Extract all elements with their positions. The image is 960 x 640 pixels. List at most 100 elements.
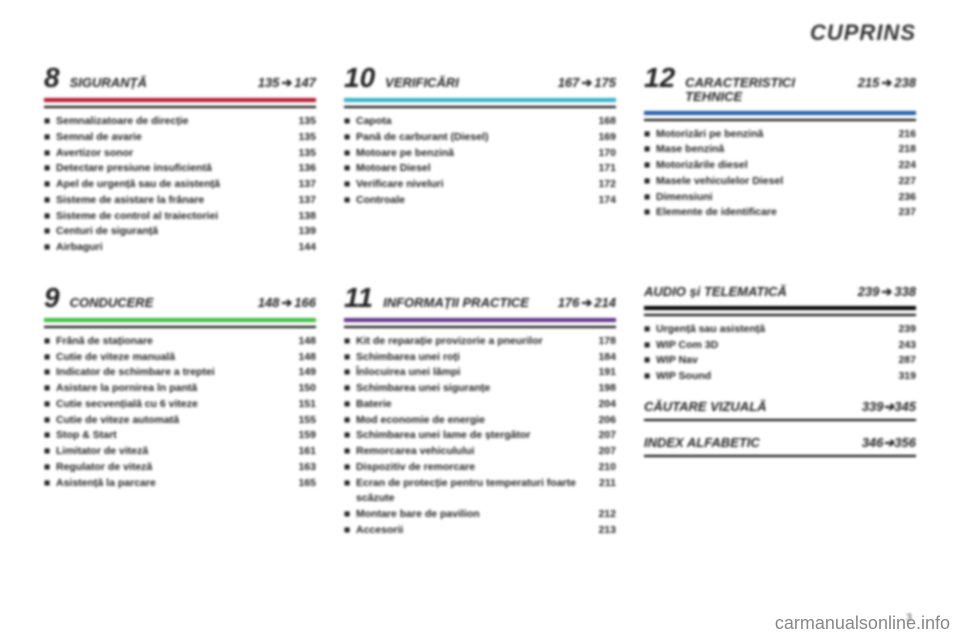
bullet-icon: ■ — [644, 158, 656, 174]
toc-item-page: 213 — [590, 523, 616, 539]
toc-item-label: Mase benzină — [656, 142, 890, 158]
bullet-icon: ■ — [44, 224, 56, 240]
toc-item-page: 287 — [890, 353, 916, 369]
toc-item-label: Limitator de viteză — [56, 444, 290, 460]
bullet-icon: ■ — [44, 365, 56, 381]
section-10: 10 VERIFICĂRI 167➔175 ■Capota168■Pană de… — [344, 64, 616, 256]
bullet-icon: ■ — [344, 114, 356, 130]
section-number: 8 — [44, 64, 60, 92]
toc-item: ■Asistență la parcare165 — [44, 476, 316, 492]
toc-item-label: Accesorii — [356, 523, 590, 539]
section-index: INDEX ALFABETIC 346➔356 — [644, 435, 916, 457]
section-range: 215➔238 — [858, 75, 916, 91]
section-title: SIGURANȚĂ — [70, 76, 248, 90]
toc-item: ■Motorizări pe benzină216 — [644, 127, 916, 143]
section-number: 11 — [344, 284, 373, 312]
section-range: 135➔147 — [258, 75, 316, 91]
bullet-icon: ■ — [644, 338, 656, 354]
section-rule — [644, 111, 916, 121]
toc-item-label: Indicator de schimbare a treptei — [56, 365, 290, 381]
section-title: CĂUTARE VIZUALĂ — [644, 400, 767, 414]
toc-item-page: 184 — [590, 350, 616, 366]
toc-item: ■Semnalizatoare de direcție135 — [44, 114, 316, 130]
toc-item: ■Asistare la pornirea în pantă150 — [44, 381, 316, 397]
bullet-icon: ■ — [44, 161, 56, 177]
section-items: ■Kit de reparație provizorie a pneurilor… — [344, 334, 616, 539]
toc-item: ■Frână de staționare148 — [44, 334, 316, 350]
toc-item-label: Controale — [356, 193, 590, 209]
toc-item-page: 169 — [590, 130, 616, 146]
toc-item-label: Înlocuirea unei lămpi — [356, 365, 590, 381]
section-number: 12 — [644, 64, 675, 92]
toc-item: ■Regulator de viteză163 — [44, 460, 316, 476]
toc-item-label: Mod economie de energie — [356, 413, 590, 429]
section-items: ■Semnalizatoare de direcție135■Semnal de… — [44, 114, 316, 256]
toc-item: ■Motoare Diesel171 — [344, 161, 616, 177]
bullet-icon: ■ — [44, 114, 56, 130]
toc-item-page: 151 — [290, 397, 316, 413]
toc-item-page: 210 — [590, 460, 616, 476]
toc-item: ■Airbaguri144 — [44, 240, 316, 256]
bullet-icon: ■ — [44, 193, 56, 209]
toc-item-page: 138 — [290, 209, 316, 225]
toc-item-label: Apel de urgență sau de asistență — [56, 177, 290, 193]
toc-item-page: 207 — [590, 428, 616, 444]
toc-item-label: Dispozitiv de remorcare — [356, 460, 590, 476]
section-title: CARACTERISTICI TEHNICE — [685, 76, 848, 105]
toc-item-label: Asistare la pornirea în pantă — [56, 381, 290, 397]
toc-item-label: Motorizări pe benzină — [656, 127, 890, 143]
watermark: carmanualsonline.info — [775, 613, 950, 634]
bullet-icon: ■ — [344, 397, 356, 413]
toc-item-label: Ecran de protecție pentru temperaturi fo… — [356, 476, 590, 508]
bullet-icon: ■ — [344, 523, 356, 539]
toc-item: ■Indicator de schimbare a treptei149 — [44, 365, 316, 381]
bullet-icon: ■ — [44, 334, 56, 350]
toc-item: ■Pană de carburant (Diesel)169 — [344, 130, 616, 146]
bullet-icon: ■ — [344, 350, 356, 366]
toc-item: ■Verificare niveluri172 — [344, 177, 616, 193]
toc-item-label: Airbaguri — [56, 240, 290, 256]
toc-item-label: WIP Sound — [656, 369, 890, 385]
bullet-icon: ■ — [344, 460, 356, 476]
section-range: 167➔175 — [558, 75, 616, 91]
toc-item-page: 211 — [590, 476, 616, 492]
toc-item-label: Detectare presiune insuficientă — [56, 161, 290, 177]
toc-item: ■WIP Nav287 — [644, 353, 916, 369]
bullet-icon: ■ — [344, 381, 356, 397]
toc-item: ■Schimbarea unei roți184 — [344, 350, 616, 366]
toc-item-label: Pană de carburant (Diesel) — [356, 130, 590, 146]
section-title: VERIFICĂRI — [385, 76, 548, 90]
toc-item: ■Sisteme de asistare la frânare137 — [44, 193, 316, 209]
bullet-icon: ■ — [44, 476, 56, 492]
toc-item-page: 191 — [590, 365, 616, 381]
section-8: 8 SIGURANȚĂ 135➔147 ■Semnalizatoare de d… — [44, 64, 316, 256]
toc-item-page: 135 — [290, 146, 316, 162]
bullet-icon: ■ — [344, 428, 356, 444]
bullet-icon: ■ — [644, 369, 656, 385]
bullet-icon: ■ — [44, 428, 56, 444]
toc-item: ■Capota168 — [344, 114, 616, 130]
toc-item-page: 227 — [890, 174, 916, 190]
toc-item-page: 170 — [590, 146, 616, 162]
section-range: 339➔345 — [862, 399, 916, 415]
toc-item-label: Capota — [356, 114, 590, 130]
toc-item-label: Elemente de identificare — [656, 205, 890, 221]
toc-item-page: 135 — [290, 130, 316, 146]
toc-item: ■Accesorii213 — [344, 523, 616, 539]
toc-item: ■Masele vehiculelor Diesel227 — [644, 174, 916, 190]
section-title: INFORMAȚII PRACTICE — [383, 296, 548, 310]
toc-item-page: 148 — [290, 334, 316, 350]
section-items: ■Frână de staționare148■Cutie de viteze … — [44, 334, 316, 492]
toc-item-label: Semnalizatoare de direcție — [56, 114, 290, 130]
toc-item-page: 174 — [590, 193, 616, 209]
toc-item-page: 137 — [290, 193, 316, 209]
toc-item-page: 319 — [890, 369, 916, 385]
toc-item: ■Dimensiuni236 — [644, 190, 916, 206]
toc-item: ■Stop & Start159 — [44, 428, 316, 444]
bullet-icon: ■ — [644, 353, 656, 369]
toc-item: ■Urgență sau asistență239 — [644, 322, 916, 338]
toc-item-label: Avertizor sonor — [56, 146, 290, 162]
toc-item-label: Masele vehiculelor Diesel — [656, 174, 890, 190]
bullet-icon: ■ — [44, 413, 56, 429]
toc-item-label: Montare bare de pavilion — [356, 507, 590, 523]
